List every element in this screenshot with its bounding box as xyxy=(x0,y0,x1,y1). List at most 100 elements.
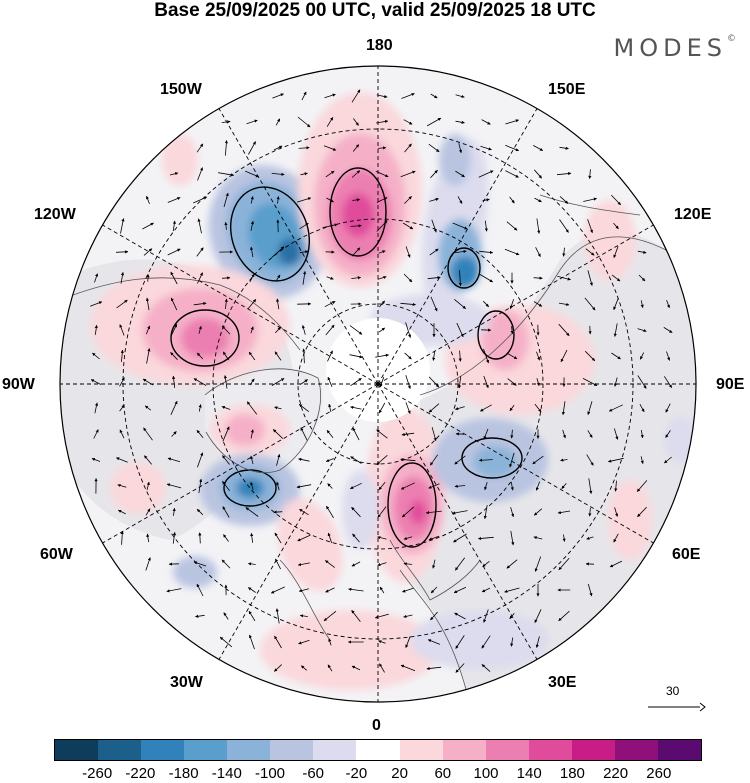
wind-vector xyxy=(562,534,566,542)
wind-vector xyxy=(614,507,619,517)
wind-vector xyxy=(326,197,334,203)
colorbar-tick-label: 60 xyxy=(434,765,452,782)
wind-vector xyxy=(478,170,494,178)
wind-vector xyxy=(274,635,282,649)
colorbar-segment xyxy=(270,740,314,760)
wind-vector xyxy=(484,481,488,491)
wind-vector xyxy=(298,457,310,462)
wind-vector xyxy=(455,635,465,649)
wind-vector xyxy=(405,375,411,390)
wind-vector xyxy=(510,507,515,518)
wind-vector xyxy=(536,378,540,387)
wind-vector xyxy=(509,196,515,204)
wind-vector xyxy=(506,221,518,231)
wind-vector xyxy=(197,452,204,468)
wind-vector xyxy=(557,510,571,515)
wind-vector xyxy=(167,248,181,256)
wind-vector xyxy=(224,140,228,156)
wind-vector xyxy=(402,587,414,593)
wind-vector xyxy=(374,613,389,619)
wind-vector xyxy=(401,93,415,99)
reference-vector-label: 30 xyxy=(666,684,680,698)
wind-vector xyxy=(483,348,490,364)
wind-vector xyxy=(250,220,254,231)
wind-vector xyxy=(272,429,284,439)
wind-vector xyxy=(483,428,489,440)
wind-vector xyxy=(301,91,307,101)
wind-vector xyxy=(556,171,572,176)
lon-label-60e: 60E xyxy=(672,546,701,563)
wind-vector xyxy=(509,299,514,310)
lon-label-180: 180 xyxy=(366,37,393,54)
wind-vector xyxy=(637,506,647,518)
wind-vector xyxy=(271,172,285,176)
wind-vector xyxy=(275,274,281,282)
north-pacific-high-patch xyxy=(298,92,422,288)
wind-vector xyxy=(223,375,228,389)
wind-vector xyxy=(92,352,100,360)
wind-vector xyxy=(400,664,416,672)
wind-vector xyxy=(402,222,414,230)
wind-vector xyxy=(275,118,281,126)
wind-vector xyxy=(297,562,310,567)
wind-vector xyxy=(351,561,361,567)
wind-vector xyxy=(222,351,230,361)
wind-vector xyxy=(454,406,465,411)
wind-vector xyxy=(607,457,624,463)
wind-vector xyxy=(534,197,542,203)
colorbar-segment xyxy=(141,740,185,760)
aleutian-low-patch xyxy=(208,165,328,299)
wind-vector xyxy=(455,663,465,673)
wind-vector xyxy=(120,349,124,362)
wind-vector xyxy=(196,352,204,360)
wind-vector xyxy=(532,455,544,465)
wind-vector xyxy=(453,249,467,254)
wind-vector xyxy=(400,482,415,490)
wind-vector xyxy=(324,300,336,308)
wind-vector xyxy=(120,218,125,234)
wind-vector xyxy=(350,405,362,410)
wind-vector xyxy=(504,587,520,593)
wind-vector xyxy=(510,481,514,491)
wind-vector xyxy=(169,172,179,176)
wind-vector xyxy=(561,483,567,489)
wind-vector xyxy=(401,506,415,518)
wind-vector xyxy=(298,403,310,413)
wind-vector xyxy=(302,348,306,364)
wind-vector xyxy=(534,609,542,623)
wind-vector xyxy=(452,510,468,515)
reference-vector-arrow xyxy=(648,702,706,712)
colorbar-tick-label: -180 xyxy=(168,765,199,782)
wind-vector xyxy=(349,325,363,335)
colorbar-tick-label: 220 xyxy=(603,765,629,782)
wind-vector xyxy=(637,250,647,254)
wind-vector xyxy=(400,170,416,178)
wind-vector xyxy=(378,327,386,333)
colorbar-tick-label: 100 xyxy=(473,765,499,782)
wind-vector xyxy=(457,196,463,204)
wind-vector xyxy=(404,143,412,153)
wind-vector xyxy=(172,220,176,232)
wind-vector xyxy=(378,481,386,491)
wind-vector xyxy=(558,302,570,306)
wind-vector xyxy=(116,299,128,309)
wind-vector xyxy=(145,557,151,571)
wind-vector xyxy=(250,326,254,334)
wind-vector xyxy=(89,301,103,307)
wind-vector xyxy=(611,194,621,206)
wind-vector xyxy=(480,404,492,412)
wind-vector xyxy=(326,429,334,439)
wind-vector xyxy=(453,586,467,594)
wind-vector xyxy=(276,481,280,491)
wind-vector xyxy=(403,273,413,283)
wind-vector xyxy=(536,218,541,234)
wind-vector xyxy=(275,326,281,334)
wind-vector xyxy=(428,483,440,489)
colorbar-tick-label: -260 xyxy=(82,765,113,782)
wind-vector xyxy=(299,614,308,618)
meridian-line xyxy=(218,383,379,660)
wind-vector xyxy=(405,402,411,414)
meridian-line xyxy=(377,383,538,660)
wind-vector xyxy=(325,458,334,462)
wind-vector xyxy=(145,297,150,311)
